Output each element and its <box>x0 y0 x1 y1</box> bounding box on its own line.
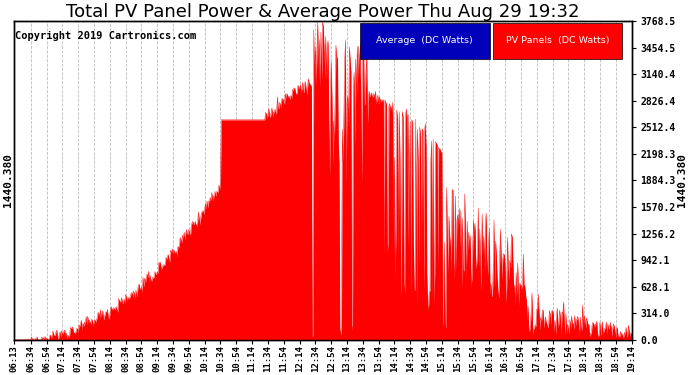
FancyBboxPatch shape <box>360 22 490 59</box>
Y-axis label: 1440.380: 1440.380 <box>3 153 13 207</box>
Title: Total PV Panel Power & Average Power Thu Aug 29 19:32: Total PV Panel Power & Average Power Thu… <box>66 3 580 21</box>
Text: Copyright 2019 Cartronics.com: Copyright 2019 Cartronics.com <box>15 30 197 40</box>
Text: PV Panels  (DC Watts): PV Panels (DC Watts) <box>506 36 609 45</box>
Text: Average  (DC Watts): Average (DC Watts) <box>376 36 473 45</box>
Y-axis label: 1440.380: 1440.380 <box>677 153 687 207</box>
FancyBboxPatch shape <box>493 22 622 59</box>
